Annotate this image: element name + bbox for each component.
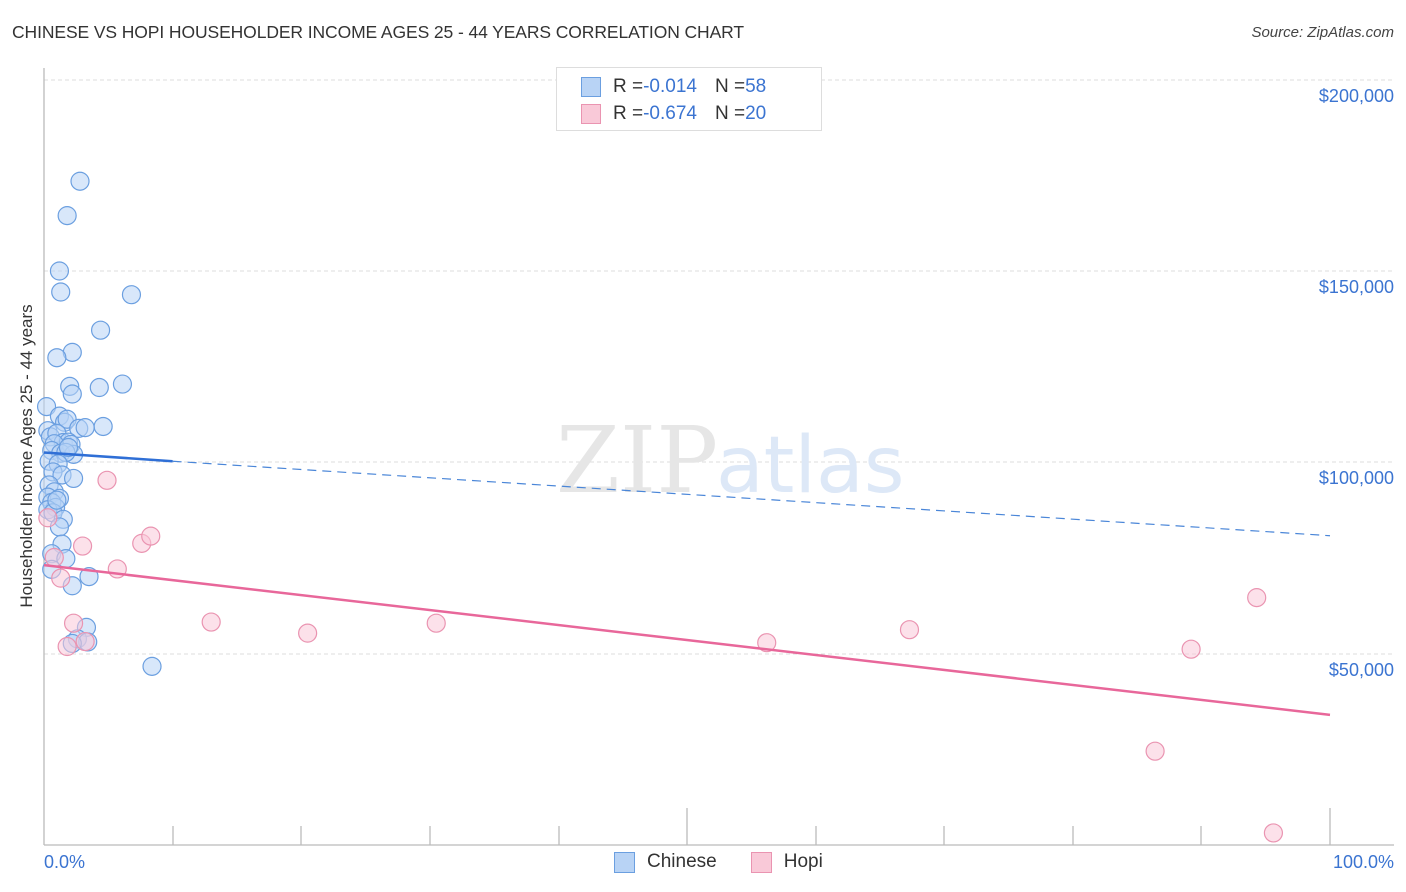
hopi-data-point — [1181, 639, 1201, 659]
chinese-data-point — [49, 261, 70, 281]
svg-text:atlas: atlas — [716, 421, 905, 511]
chinese-data-point — [36, 397, 57, 417]
hopi-data-point — [1247, 588, 1267, 608]
chinese-n-value: 58 — [745, 76, 767, 97]
chinese-data-point — [142, 656, 162, 676]
chinese-data-point — [121, 285, 142, 305]
hopi-n-value: 20 — [745, 103, 767, 124]
y-tick-150000: $150,000 — [1318, 277, 1394, 297]
source-credit: Source: ZipAtlas.com — [1251, 24, 1394, 41]
chinese-data-point — [93, 416, 113, 437]
legend-row-chinese: R = -0.014 N = 58 — [581, 75, 766, 99]
chinese-data-point — [57, 206, 77, 226]
chinese-data-point — [63, 468, 84, 489]
y-tick-50000: $50,000 — [1328, 660, 1394, 680]
chart-title: CHINESE VS HOPI HOUSEHOLDER INCOME AGES … — [12, 22, 744, 42]
series-legend: Chinese Hopi — [614, 851, 857, 873]
chinese-trend-line — [43, 451, 173, 463]
chinese-data-point — [90, 320, 111, 340]
chinese-data-point — [112, 374, 133, 394]
legend-item-chinese[interactable]: Chinese — [614, 851, 717, 873]
hopi-data-point — [72, 536, 93, 556]
hopi-data-point — [1145, 741, 1165, 761]
chinese-r-value: -0.014 — [643, 76, 697, 97]
y-tick-200000: $200,000 — [1318, 86, 1394, 106]
hopi-data-point — [899, 620, 920, 640]
hopi-data-point — [75, 631, 95, 652]
legend-row-hopi: R = -0.674 N = 20 — [581, 102, 766, 126]
watermark: ZIP atlas — [556, 407, 905, 514]
hopi-swatch-icon — [581, 104, 601, 124]
hopi-r-value: -0.674 — [643, 103, 697, 124]
chinese-data-point — [47, 348, 67, 368]
chinese-data-point — [58, 437, 79, 458]
hopi-data-point — [1263, 823, 1284, 843]
chinese-data-point — [62, 384, 82, 404]
gridlines — [44, 79, 1394, 655]
chinese-data-point — [89, 377, 109, 398]
hopi-data-point — [57, 636, 77, 657]
hopi-data-point — [201, 612, 221, 632]
hopi-data-point — [38, 508, 58, 528]
hopi-data-point — [97, 470, 117, 490]
hopi-trend-line — [43, 563, 1331, 717]
correlation-legend: R = -0.014 N = 58 R = -0.674 N = 20 — [556, 67, 822, 131]
chinese-swatch-icon — [581, 77, 601, 97]
chinese-data-point — [70, 171, 90, 191]
chinese-data-point — [51, 282, 71, 302]
hopi-data-point — [298, 623, 318, 643]
hopi-data-point — [51, 568, 71, 588]
hopi-data-point — [63, 613, 84, 633]
legend-item-hopi[interactable]: Hopi — [750, 851, 823, 873]
x-tick-0: 0.0% — [44, 852, 86, 872]
chinese-swatch-icon — [614, 851, 635, 873]
hopi-data-point — [426, 613, 446, 633]
x-tick-100: 100.0% — [1332, 852, 1394, 872]
hopi-data-point — [44, 547, 64, 568]
chinese-trend-extension — [172, 460, 1331, 537]
hopi-data-point — [757, 633, 777, 653]
hopi-data-point — [141, 526, 161, 546]
y-tick-100000: $100,000 — [1318, 468, 1394, 488]
chinese-data-point — [75, 418, 95, 438]
chinese-data-point — [47, 490, 67, 510]
svg-text:ZIP: ZIP — [556, 407, 718, 514]
hopi-swatch-icon — [750, 851, 772, 873]
